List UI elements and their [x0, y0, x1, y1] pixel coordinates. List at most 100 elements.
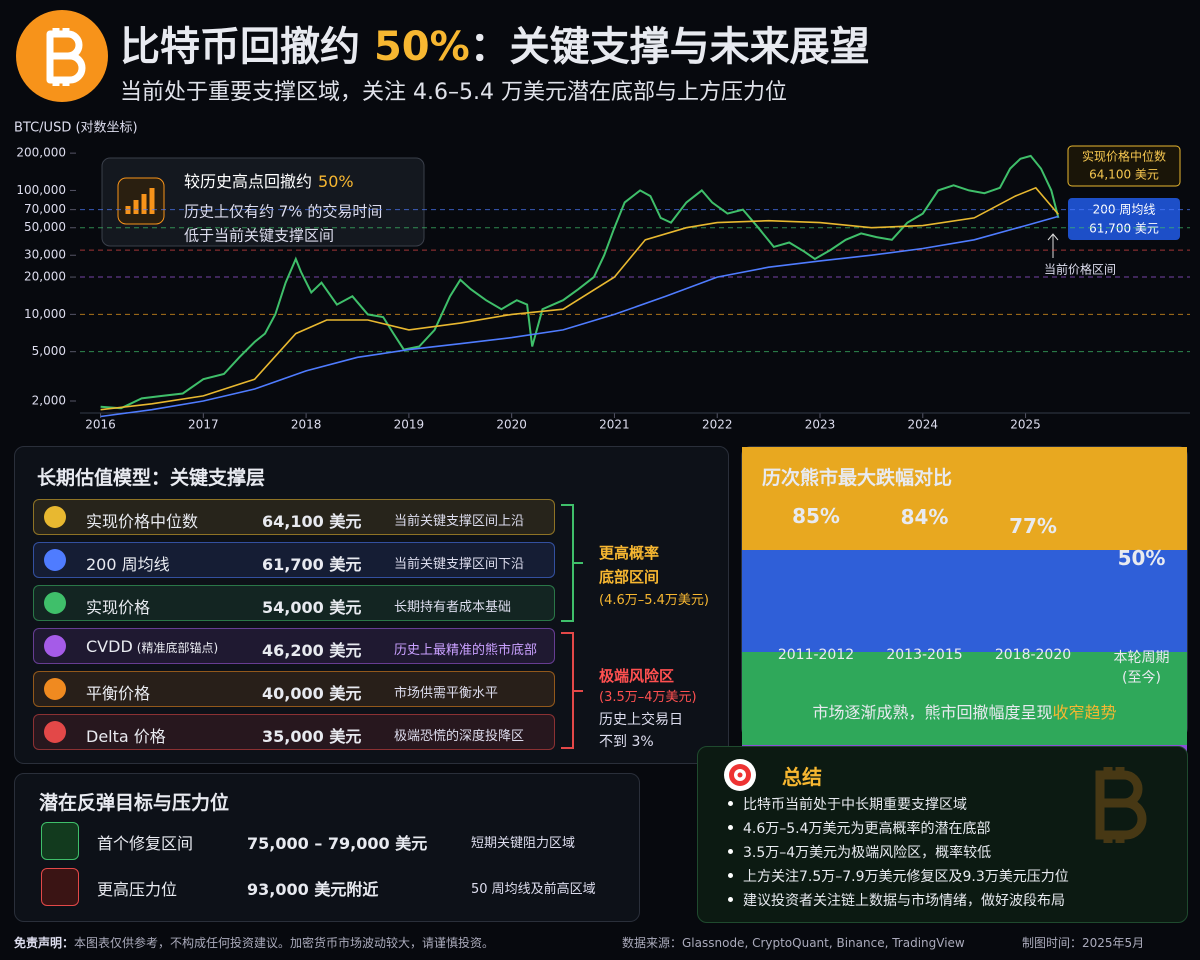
rebound-price: 93,000 美元附近: [247, 880, 379, 899]
models-panel: 长期估值模型：关键支撑层 实现价格中位数 64,100 美元 当前关键支撑区间上沿 2…: [14, 446, 729, 764]
model-name-text: 平衡价格: [86, 684, 151, 703]
bullet-dot: [728, 873, 733, 878]
y-tick-label: 20,000: [24, 270, 66, 284]
model-price: 64,100 美元: [262, 512, 362, 531]
cat: 本轮周期 (至今): [1113, 650, 1170, 686]
model-desc: 当前关键支撑区间上沿: [394, 514, 525, 529]
series-line: [100, 186, 1060, 411]
summary-item: 比特币当前处于中长期重要支撑区域: [728, 793, 1069, 817]
y-axis-label: BTC/USD (对数坐标): [14, 121, 138, 136]
model-icon: [44, 678, 66, 700]
bar-footer-prefix: 市场逐渐成熟，熊市回撤幅度呈现: [812, 703, 1053, 722]
y-tick-label: 50,000: [24, 220, 66, 234]
summary-text: 建议投资者关注链上数据与市场情绪，做好波段布局: [743, 893, 1065, 909]
callout-line: 历史上仅有约 7% 的交易时间: [184, 203, 382, 221]
bar-value-label: 50%: [1117, 546, 1166, 571]
x-tick-label: 2017: [188, 418, 219, 432]
model-row: 200 周均线 61,700 美元 当前关键支撑区间下沿: [33, 542, 555, 578]
bar: [742, 550, 1187, 652]
title-highlight: 50%: [373, 24, 470, 70]
model-icon: [44, 592, 66, 614]
model-name: Delta 价格: [86, 723, 166, 747]
summary-watermark: [1095, 767, 1147, 843]
callout-icon: [117, 177, 165, 225]
title-suffix: ：关键支撑与未来展望: [469, 24, 870, 70]
model-name-text: CVDD: [86, 637, 133, 656]
model-desc: 当前关键支撑区间下沿: [394, 557, 525, 572]
bullet-dot: [728, 897, 733, 902]
x-tick-label: 2020: [496, 418, 527, 432]
bar-panel: 历次熊市最大跌幅对比 市场逐渐成熟，熊市回撤幅度呈现收窄趋势 85% 2011-2…: [741, 446, 1188, 806]
model-name-text: 实现价格中位数: [86, 512, 199, 531]
model-price: 40,000 美元: [262, 684, 362, 703]
cat: 2018-2020: [994, 647, 1072, 663]
y-tick-label: 5,000: [32, 344, 66, 358]
realized-median-box: [1067, 145, 1181, 187]
x-tick-label: 2024: [908, 418, 939, 432]
cat: 2013-2015: [886, 647, 963, 663]
title-prefix: 比特币回撤约: [120, 24, 360, 70]
risk-line: 历史上交易日: [599, 712, 683, 728]
subtitle: 当前处于重要支撑区域，关注 4.6–5.4 万美元潜在底部与上方压力位: [120, 80, 787, 105]
model-price: 46,200 美元: [262, 641, 362, 660]
model-note: (精准底部锚点): [136, 641, 219, 655]
model-icon: [44, 635, 66, 657]
y-tick-label: 200,000: [16, 146, 66, 160]
source: 数据来源：Glassnode, CryptoQuant, Binance, Tr…: [622, 936, 965, 950]
callout-box: [101, 157, 425, 247]
summary-title: 总结: [782, 765, 822, 789]
x-tick-label: 2016: [85, 418, 116, 432]
model-row: 实现价格 54,000 美元 长期持有者成本基础: [33, 585, 555, 621]
date: 制图时间：2025年5月: [1022, 936, 1145, 950]
risk-label: 极端风险区 (3.5万–4万美元) 历史上交易日 不到 3%: [599, 665, 697, 753]
model-name: 平衡价格: [86, 680, 150, 704]
bar-footer: 市场逐渐成熟，熊市回撤幅度呈现收窄趋势: [742, 699, 1187, 723]
model-desc: 长期持有者成本基础: [394, 600, 512, 615]
disclaimer: 免责声明：本图表仅供参考，不构成任何投资建议。加密货币市场波动较大，请谨慎投资。: [14, 934, 494, 951]
x-tick-label: 2022: [702, 418, 733, 432]
rebound-name: 首个修复区间: [97, 834, 194, 853]
risk-line: 极端风险区: [599, 667, 675, 685]
model-icon: [44, 506, 66, 528]
x-tick-label: 2023: [805, 418, 836, 432]
high-prob-line: 更高概率: [599, 544, 660, 562]
model-icon: [44, 721, 66, 743]
model-name: CVDD (精准底部锚点): [86, 637, 218, 656]
brackets: [561, 504, 583, 749]
summary-text: 上方关注7.5万–7.9万美元修复区及9.3万美元压力位: [743, 869, 1069, 885]
model-row: CVDD (精准底部锚点) 46,200 美元 历史上最精准的熊市底部: [33, 628, 555, 664]
x-tick-label: 2021: [599, 418, 630, 432]
bar-value-label: 77%: [1009, 513, 1057, 538]
rebound-panel: 潜在反弹目标与压力位 首个修复区间 75,000 – 79,000 美元 短期关键阻…: [14, 773, 640, 922]
bar: [742, 651, 1187, 746]
risk-line: (3.5万–4万美元): [599, 690, 697, 705]
summary-item: 建议投资者关注链上数据与市场情绪，做好波段布局: [728, 889, 1069, 913]
series-line: [100, 215, 1059, 418]
disclaimer-text: 本图表仅供参考，不构成任何投资建议。加密货币市场波动较大，请谨慎投资。: [74, 936, 495, 950]
realized-median-value: 64,100 美元: [1089, 168, 1159, 182]
risk-line: 不到 3%: [599, 734, 654, 750]
summary-list: 比特币当前处于中长期重要支撑区域 4.6万–5.4万美元为更高概率的潜在底部 3.5…: [728, 793, 1069, 913]
callout-line: 低于当前关键支撑区间: [184, 227, 334, 245]
y-tick-label: 70,000: [24, 202, 66, 216]
summary-text: 比特币当前处于中长期重要支撑区域: [743, 797, 967, 813]
summary-item: 4.6万–5.4万美元为更高概率的潜在底部: [728, 817, 1069, 841]
bar-value-label: 84%: [900, 505, 949, 530]
rebound-name: 更高压力位: [97, 880, 178, 899]
high-prob-line: 底部区间: [599, 568, 660, 586]
high-prob-line: (4.6万–5.4万美元): [599, 593, 709, 608]
bar: [742, 447, 1187, 550]
current-arrow: [1047, 233, 1059, 258]
summary-panel: 总结 比特币当前处于中长期重要支撑区域 4.6万–5.4万美元为更高概率的潜在底部…: [697, 746, 1188, 923]
callout-title-highlight: 50%: [318, 172, 354, 191]
series-line: [100, 154, 1060, 410]
model-name-text: Delta 价格: [86, 727, 166, 746]
model-name: 实现价格: [86, 594, 150, 618]
model-row: 实现价格中位数 64,100 美元 当前关键支撑区间上沿: [33, 499, 555, 535]
high-prob-label: 更高概率 底部区间 (4.6万–5.4万美元): [599, 541, 709, 613]
model-desc: 历史上最精准的熊市底部: [394, 643, 538, 658]
y-tick-label: 10,000: [24, 307, 66, 321]
model-name: 200 周均线: [86, 551, 170, 575]
bitcoin-logo: [16, 10, 108, 102]
model-price: 35,000 美元: [262, 727, 362, 746]
